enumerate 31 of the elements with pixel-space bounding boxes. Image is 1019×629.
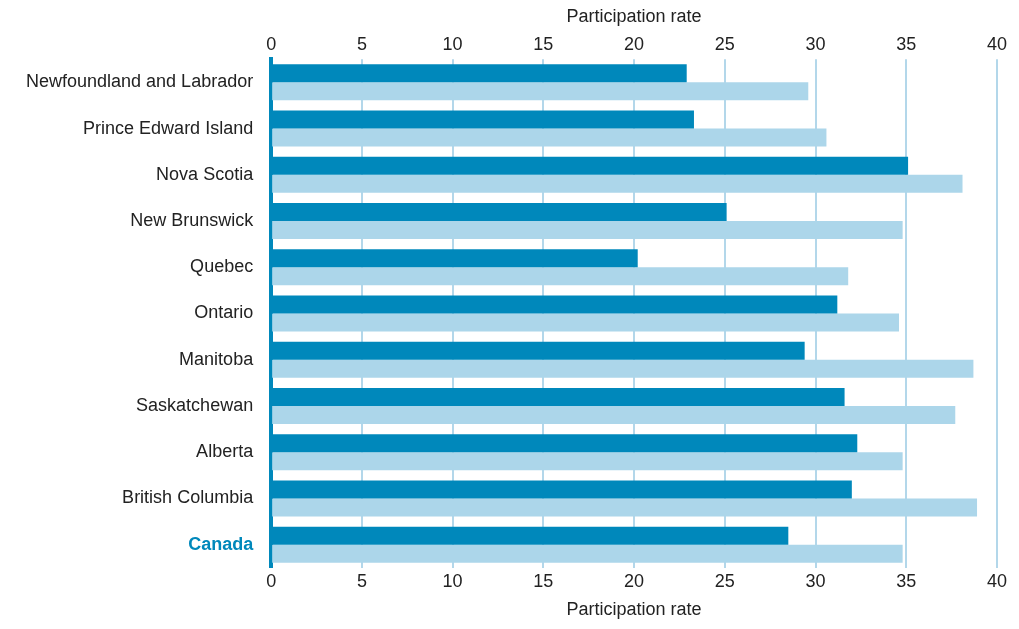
y-tick-label: Canada: [188, 533, 255, 554]
x-tick-label: 30: [805, 34, 826, 55]
y-tick-label: Saskatchewan: [136, 394, 254, 415]
y-tick-label: Manitoba: [179, 348, 255, 369]
x-tick-label: 0: [266, 34, 277, 55]
x2-tick-label: 20: [624, 570, 645, 591]
x-tick-label: 10: [442, 34, 463, 55]
x2-tick-label: 25: [714, 570, 735, 591]
x2-axis-title: Participation rate: [566, 5, 702, 26]
x-axis-title: Participation rate: [566, 599, 702, 620]
x2-tick-label: 10: [442, 570, 463, 591]
y-tick-label: New Brunswick: [130, 210, 255, 230]
y-tick-label: Ontario: [194, 302, 254, 323]
y-tick-label: Quebec: [190, 256, 254, 277]
x2-tick-label: 35: [896, 570, 917, 591]
y-tick-label: Alberta: [196, 441, 255, 462]
x2-tick-label: 5: [356, 570, 367, 591]
x2-tick-label: 15: [533, 570, 554, 591]
x-tick-label: 5: [356, 34, 367, 55]
y-tick-label: British Columbia: [122, 487, 255, 508]
x-tick-label: 25: [714, 34, 735, 55]
x2-tick-label: 0: [266, 570, 277, 591]
x-tick-label: 15: [533, 34, 554, 55]
x2-tick-label: 40: [986, 570, 1008, 591]
y-tick-label: Newfoundland and Labrador: [26, 71, 254, 92]
y-tick-label: Prince Edward Island: [83, 117, 254, 138]
x-tick-label: 40: [986, 34, 1008, 55]
x-tick-label: 35: [896, 34, 917, 55]
x2-tick-label: 30: [805, 570, 826, 591]
x-tick-label: 20: [624, 34, 645, 55]
y-tick-label: Nova Scotia: [156, 163, 255, 184]
